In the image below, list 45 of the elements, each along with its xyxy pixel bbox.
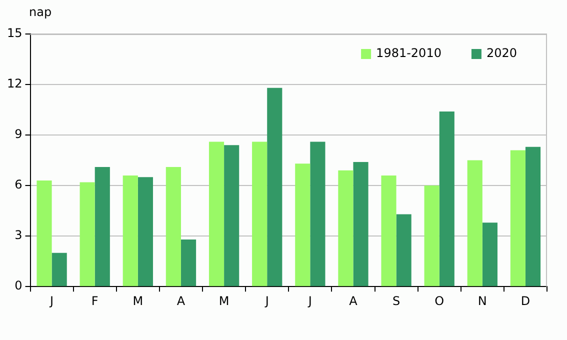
bar [52,252,67,286]
legend-label: 2020 [486,46,518,60]
bar [510,150,526,286]
bar [467,160,482,286]
bar [525,146,541,286]
bar [439,111,454,286]
bar [80,182,95,286]
bar [94,167,110,286]
x-tick-label: S [392,294,400,308]
bar [208,142,224,286]
y-tick-label: 3 [14,228,22,242]
bar [138,177,153,286]
x-tick-label: F [91,294,98,308]
bar [295,164,310,286]
bar [482,222,498,286]
bar [396,214,412,286]
x-tick-label: J [264,294,269,308]
x-tick-label: J [49,294,54,308]
x-tick-label: O [434,294,444,308]
bar [424,186,440,286]
x-tick-label: M [132,294,144,308]
bar [180,239,196,286]
x-tick-label: J [307,294,312,308]
legend-label: 1981-2010 [376,46,442,60]
y-tick-label: 12 [6,76,22,91]
bar [267,88,282,286]
y-tick-label: 0 [14,278,22,293]
x-tick-label: A [176,294,186,308]
bar [353,162,368,286]
x-tick-label: M [218,294,230,308]
bar [338,170,354,286]
bar [122,175,138,286]
bar [310,142,326,286]
x-tick-label: A [349,294,358,308]
y-tick-label: 15 [6,26,22,40]
y-axis-title: nap [29,5,52,19]
bar [224,145,240,286]
bar [166,167,181,286]
bar [381,175,396,286]
x-tick-label: N [478,294,487,308]
bar [252,142,268,286]
y-tick-label: 6 [14,178,22,192]
x-tick-label: D [520,294,530,308]
bar [36,180,52,286]
y-tick-label: 9 [14,127,22,142]
